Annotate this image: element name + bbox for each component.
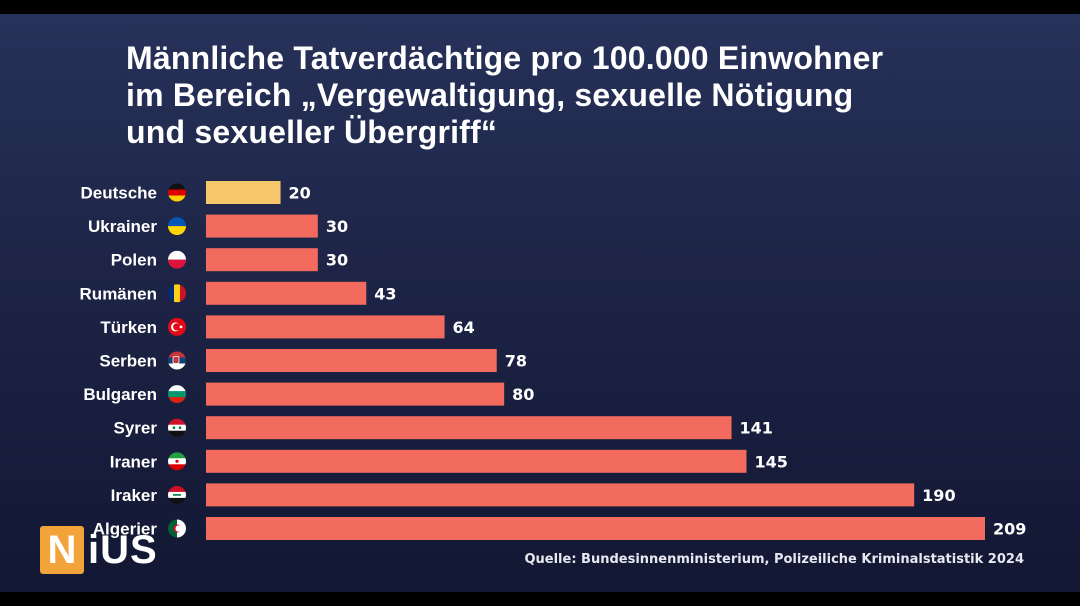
data-label: 190 bbox=[922, 486, 955, 505]
category-label: Algerier bbox=[93, 520, 158, 539]
data-label: 30 bbox=[326, 217, 348, 236]
bar bbox=[206, 281, 367, 305]
bar bbox=[206, 483, 915, 507]
iraq-flag-icon bbox=[168, 485, 186, 504]
algeria-flag-icon bbox=[168, 519, 186, 538]
title-line: Männliche Tatverdächtige pro 100.000 Ein… bbox=[126, 40, 884, 76]
logo-letter: N bbox=[40, 526, 84, 574]
data-label: 78 bbox=[505, 352, 527, 371]
bar bbox=[206, 349, 497, 372]
data-label: 43 bbox=[374, 284, 396, 303]
logo-text: iUS bbox=[88, 528, 158, 572]
category-label: Deutsche bbox=[80, 184, 157, 203]
title-line: im Bereich „Vergewaltigung, sexuelle Nöt… bbox=[126, 77, 854, 113]
turkey-flag-icon bbox=[168, 317, 186, 336]
bar bbox=[206, 416, 732, 440]
data-label: 20 bbox=[289, 184, 311, 203]
iran-flag-icon bbox=[168, 452, 186, 471]
germany-flag-icon bbox=[168, 183, 186, 202]
serbia-flag-icon bbox=[168, 351, 186, 370]
category-label: Iraker bbox=[111, 486, 158, 505]
data-label: 141 bbox=[740, 419, 773, 438]
bar bbox=[206, 248, 318, 272]
bar bbox=[206, 517, 985, 540]
category-label: Syrer bbox=[114, 419, 158, 438]
ukraine-flag-icon bbox=[168, 217, 186, 236]
data-label: 209 bbox=[993, 520, 1026, 539]
syria-flag-icon bbox=[168, 418, 186, 437]
title-line: und sexueller Übergriff“ bbox=[126, 114, 498, 150]
source-note: Quelle: Bundesinnenministerium, Polizeil… bbox=[524, 552, 1024, 567]
data-label: 145 bbox=[754, 452, 787, 471]
category-label: Ukrainer bbox=[88, 217, 157, 236]
category-label: Türken bbox=[100, 318, 157, 337]
data-label: 64 bbox=[453, 318, 475, 337]
category-label: Serben bbox=[99, 352, 157, 371]
category-label: Iraner bbox=[110, 452, 158, 471]
bar bbox=[206, 315, 445, 339]
bar bbox=[206, 181, 281, 204]
bulgaria-flag-icon bbox=[168, 385, 186, 404]
bar bbox=[206, 382, 505, 406]
category-label: Bulgaren bbox=[83, 385, 157, 404]
data-label: 80 bbox=[512, 385, 534, 404]
bar bbox=[206, 214, 318, 238]
category-label: Rumänen bbox=[80, 284, 157, 303]
bar bbox=[206, 449, 747, 473]
data-label: 30 bbox=[326, 251, 348, 270]
romania-flag-icon bbox=[168, 284, 186, 303]
category-label: Polen bbox=[111, 251, 157, 270]
nius-logo: N iUS bbox=[40, 526, 158, 574]
poland-flag-icon bbox=[168, 250, 186, 269]
chart-title: Männliche Tatverdächtige pro 100.000 Ein… bbox=[126, 40, 1046, 151]
